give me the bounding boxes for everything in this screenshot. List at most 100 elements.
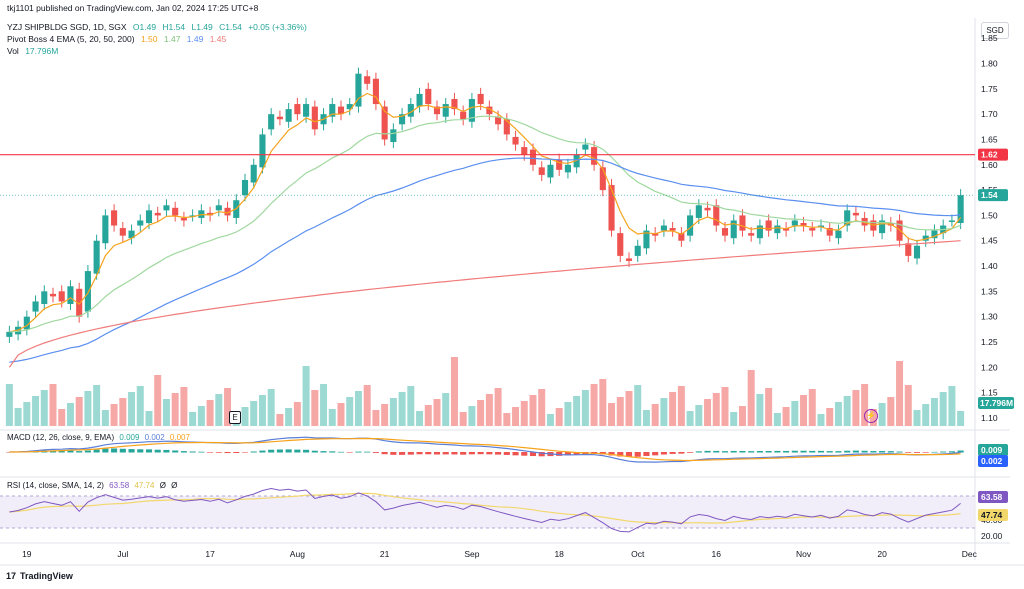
rsi-legend[interactable]: RSI (14, close, SMA, 14, 2) 63.58 47.74 … [7, 481, 180, 490]
candle-body [687, 215, 694, 236]
symbol-title[interactable]: YZJ SHIPBLDG SGD, 1D, SGX [7, 22, 127, 32]
macd-histogram-bar [573, 452, 580, 455]
volume-bar [250, 401, 258, 426]
candle-body [58, 291, 65, 302]
candle-body [433, 106, 441, 115]
macd-histogram-bar [215, 452, 222, 453]
macd-hist-value: 0.007 [169, 433, 190, 442]
macd-histogram-bar [809, 450, 816, 453]
volume-bar [180, 387, 188, 426]
rsi-title: RSI (14, close, SMA, 14, 2) [7, 481, 104, 490]
macd-histogram-bar [241, 452, 249, 453]
macd-histogram-bar [503, 452, 510, 455]
x-tick-label: 19 [22, 549, 32, 559]
x-tick-label: 18 [554, 549, 564, 559]
candle-body [23, 316, 30, 330]
volume-bar [765, 388, 773, 426]
volume-group [5, 357, 965, 426]
candle-body [495, 116, 502, 125]
volume-bar [625, 391, 633, 426]
currency-button[interactable]: SGD [981, 22, 1009, 39]
x-tick-label: Aug [290, 549, 305, 559]
candle-body [250, 164, 257, 183]
volume-bar [320, 384, 328, 426]
macd-legend[interactable]: MACD (12, 26, close, 9, EMA) 0.009 0.002… [7, 433, 193, 442]
macd-histogram-bar [486, 452, 493, 455]
candle-body [189, 215, 196, 217]
price-tick-label: 1.85 [981, 33, 998, 43]
volume-bar [590, 384, 598, 426]
volume-bar [93, 385, 101, 426]
volume-bar [634, 385, 642, 426]
earnings-flag[interactable]: E [229, 411, 241, 424]
macd-histogram-bar [468, 452, 475, 455]
vol-value: 17.796M [25, 46, 59, 56]
candle-body [355, 73, 362, 107]
macd-histogram-bar [137, 449, 144, 453]
macd-histogram-bar [687, 452, 694, 453]
candle-body [67, 286, 74, 304]
macd-histogram-bar [861, 450, 868, 453]
volume-bar [66, 403, 74, 426]
macd-histogram-bar [556, 452, 563, 456]
price-tick-label: 1.75 [981, 84, 998, 94]
macd-histogram-bar [669, 452, 676, 454]
volume-bar [538, 389, 546, 426]
ema50-line [9, 157, 961, 363]
volume-bar [302, 366, 310, 426]
candle-body [442, 104, 449, 117]
volume-bar [424, 405, 432, 426]
ema200-value: 1.45 [209, 34, 227, 44]
hline-price-tag-bg [978, 148, 1008, 161]
open-value: O1.49 [132, 22, 157, 32]
macd-value-tag: 0.009 [981, 445, 1003, 455]
candle-body [512, 136, 519, 145]
candle-body [879, 220, 886, 234]
macd-histogram-bar [817, 450, 825, 453]
x-tick-label: Dec [962, 549, 978, 559]
ema-legend[interactable]: Pivot Boss 4 EMA (5, 20, 50, 200) 1.50 1… [7, 34, 230, 44]
hline-price-tag: 1.62 [981, 150, 998, 160]
x-tick-label: 17 [205, 549, 215, 559]
volume-bar [738, 406, 746, 426]
volume-legend[interactable]: Vol 17.796M [7, 46, 62, 56]
macd-histogram-bar [748, 451, 755, 453]
volume-bar [520, 401, 528, 426]
macd-histogram-bar [625, 452, 633, 458]
lightning-icon[interactable]: ⚡ [864, 409, 878, 423]
volume-bar [642, 410, 650, 426]
rsi-ma-line [9, 492, 961, 524]
macd-histogram-bar [678, 452, 685, 454]
tradingview-logo[interactable]: 17 TradingView [6, 571, 73, 581]
candle-body [41, 291, 48, 304]
macd-signal-tag-bg [978, 455, 1008, 467]
macd-histogram-bar [425, 452, 432, 455]
candle-body [774, 225, 781, 234]
change-value: +0.05 (+3.36%) [248, 22, 307, 32]
volume-bar [730, 412, 738, 426]
macd-histogram-bar [783, 450, 790, 453]
volume-bar [49, 384, 57, 426]
candle-body [76, 288, 83, 317]
candle-body [268, 114, 275, 130]
footer-brand: TradingView [20, 571, 73, 581]
macd-histogram-bar [93, 449, 100, 453]
macd-histogram-bar [346, 452, 353, 453]
price-tick-label: 1.20 [981, 362, 998, 372]
candle-body [660, 225, 667, 231]
candle-body [6, 331, 13, 337]
macd-histogram-bar [660, 452, 667, 455]
volume-bar [389, 398, 397, 426]
ema5-line [9, 92, 962, 333]
macd-histogram-bar [617, 452, 624, 457]
rsi-ma-tag: 47.74 [981, 510, 1003, 520]
candle-body [721, 228, 729, 236]
macd-histogram-bar [905, 452, 912, 453]
volume-bar [581, 390, 589, 426]
volume-bar [677, 386, 685, 426]
candle-body [215, 205, 222, 211]
macd-histogram-bar [608, 452, 615, 456]
candle-body [285, 109, 292, 122]
candle-body [399, 114, 406, 125]
